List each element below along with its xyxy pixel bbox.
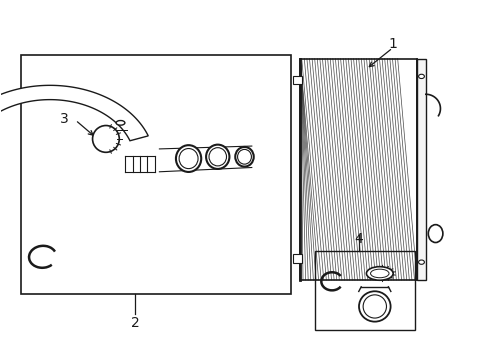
Bar — [292, 76, 301, 84]
Text: 2: 2 — [130, 316, 139, 330]
Bar — [292, 254, 301, 263]
Text: 4: 4 — [354, 232, 363, 246]
Text: 3: 3 — [60, 112, 69, 126]
Text: 1: 1 — [387, 37, 396, 51]
Ellipse shape — [237, 149, 251, 164]
Ellipse shape — [205, 145, 229, 169]
Bar — [416, 59, 425, 280]
Ellipse shape — [208, 148, 226, 166]
Ellipse shape — [363, 295, 386, 318]
Ellipse shape — [92, 126, 119, 152]
Polygon shape — [300, 59, 416, 280]
Ellipse shape — [427, 225, 442, 243]
Ellipse shape — [179, 149, 198, 168]
Ellipse shape — [418, 74, 424, 78]
Ellipse shape — [370, 269, 388, 278]
Ellipse shape — [366, 267, 392, 280]
Ellipse shape — [116, 121, 124, 125]
Ellipse shape — [176, 145, 201, 172]
Ellipse shape — [235, 147, 253, 167]
Bar — [21, 55, 290, 294]
Polygon shape — [0, 85, 148, 212]
Ellipse shape — [418, 260, 424, 264]
Bar — [314, 251, 414, 330]
Ellipse shape — [358, 291, 390, 321]
